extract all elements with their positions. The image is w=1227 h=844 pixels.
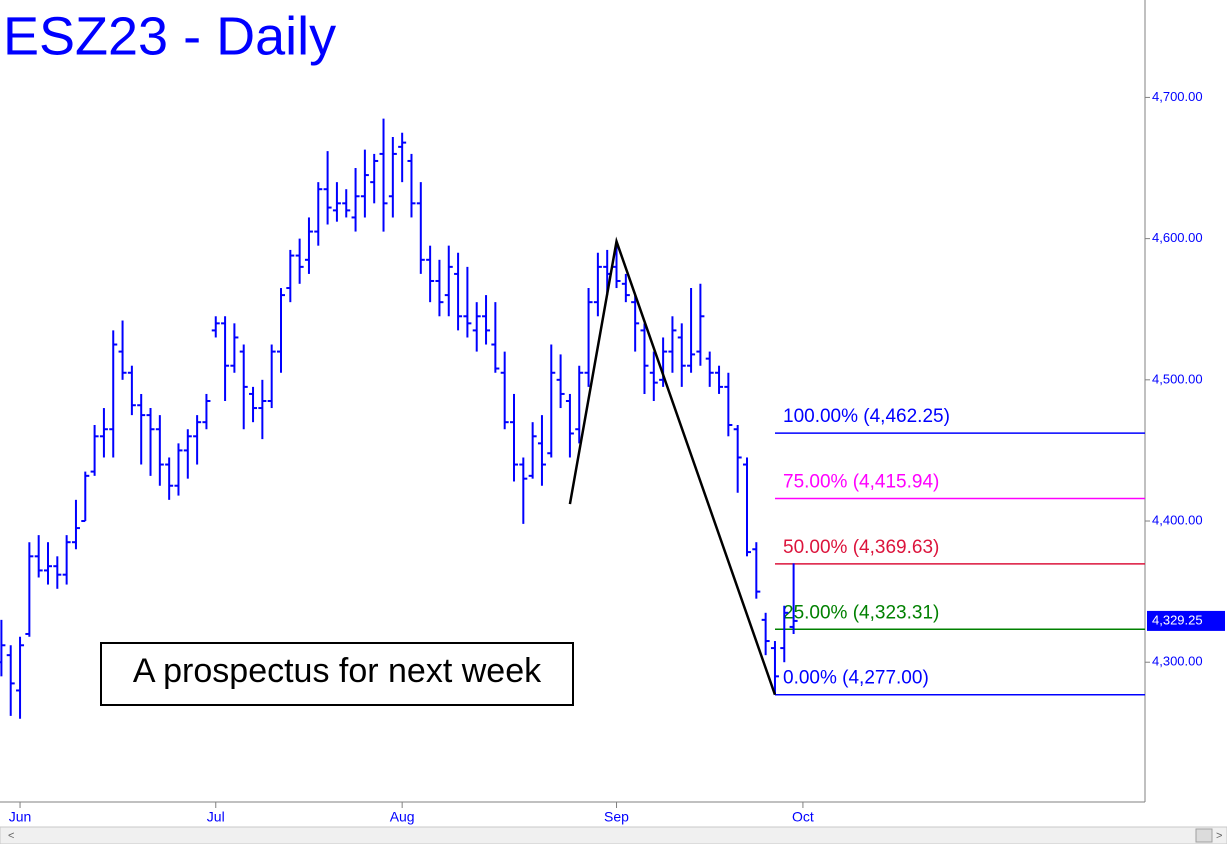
- scroll-thumb[interactable]: [1195, 828, 1213, 843]
- scrollbar[interactable]: [0, 826, 1227, 844]
- fib-label: 75.00% (4,415.94): [783, 472, 939, 493]
- annotation: A prospectus for next week: [133, 652, 542, 690]
- x-tick-label: Aug: [390, 809, 415, 825]
- pattern-line: [568, 236, 777, 696]
- fib-label: 25.00% (4,323.31): [783, 602, 939, 623]
- last-price-tag: [1147, 610, 1225, 631]
- y-tick-label: 4,400.00: [1152, 512, 1203, 527]
- last-price-label: 4,329.25: [1152, 612, 1203, 627]
- price-bars: [0, 118, 798, 719]
- y-tick-label: 4,600.00: [1152, 230, 1203, 245]
- fib-label: 100.00% (4,462.25): [783, 406, 950, 427]
- x-tick-label: Oct: [792, 809, 814, 825]
- y-tick-label: 4,500.00: [1152, 371, 1203, 386]
- x-tick-label: Jun: [9, 809, 32, 825]
- annotation-box: [100, 642, 574, 706]
- fib-label: 0.00% (4,277.00): [783, 668, 929, 689]
- x-tick-label: Jul: [207, 809, 225, 825]
- y-tick-label: 4,700.00: [1152, 89, 1203, 104]
- scroll-left[interactable]: <: [8, 830, 14, 842]
- chart-title: ESZ23 - Daily: [3, 6, 336, 66]
- y-tick-label: 4,300.00: [1152, 654, 1203, 669]
- fib-label: 50.00% (4,369.63): [783, 537, 939, 558]
- x-tick-label: Sep: [604, 809, 629, 825]
- scroll-right[interactable]: >: [1216, 830, 1222, 842]
